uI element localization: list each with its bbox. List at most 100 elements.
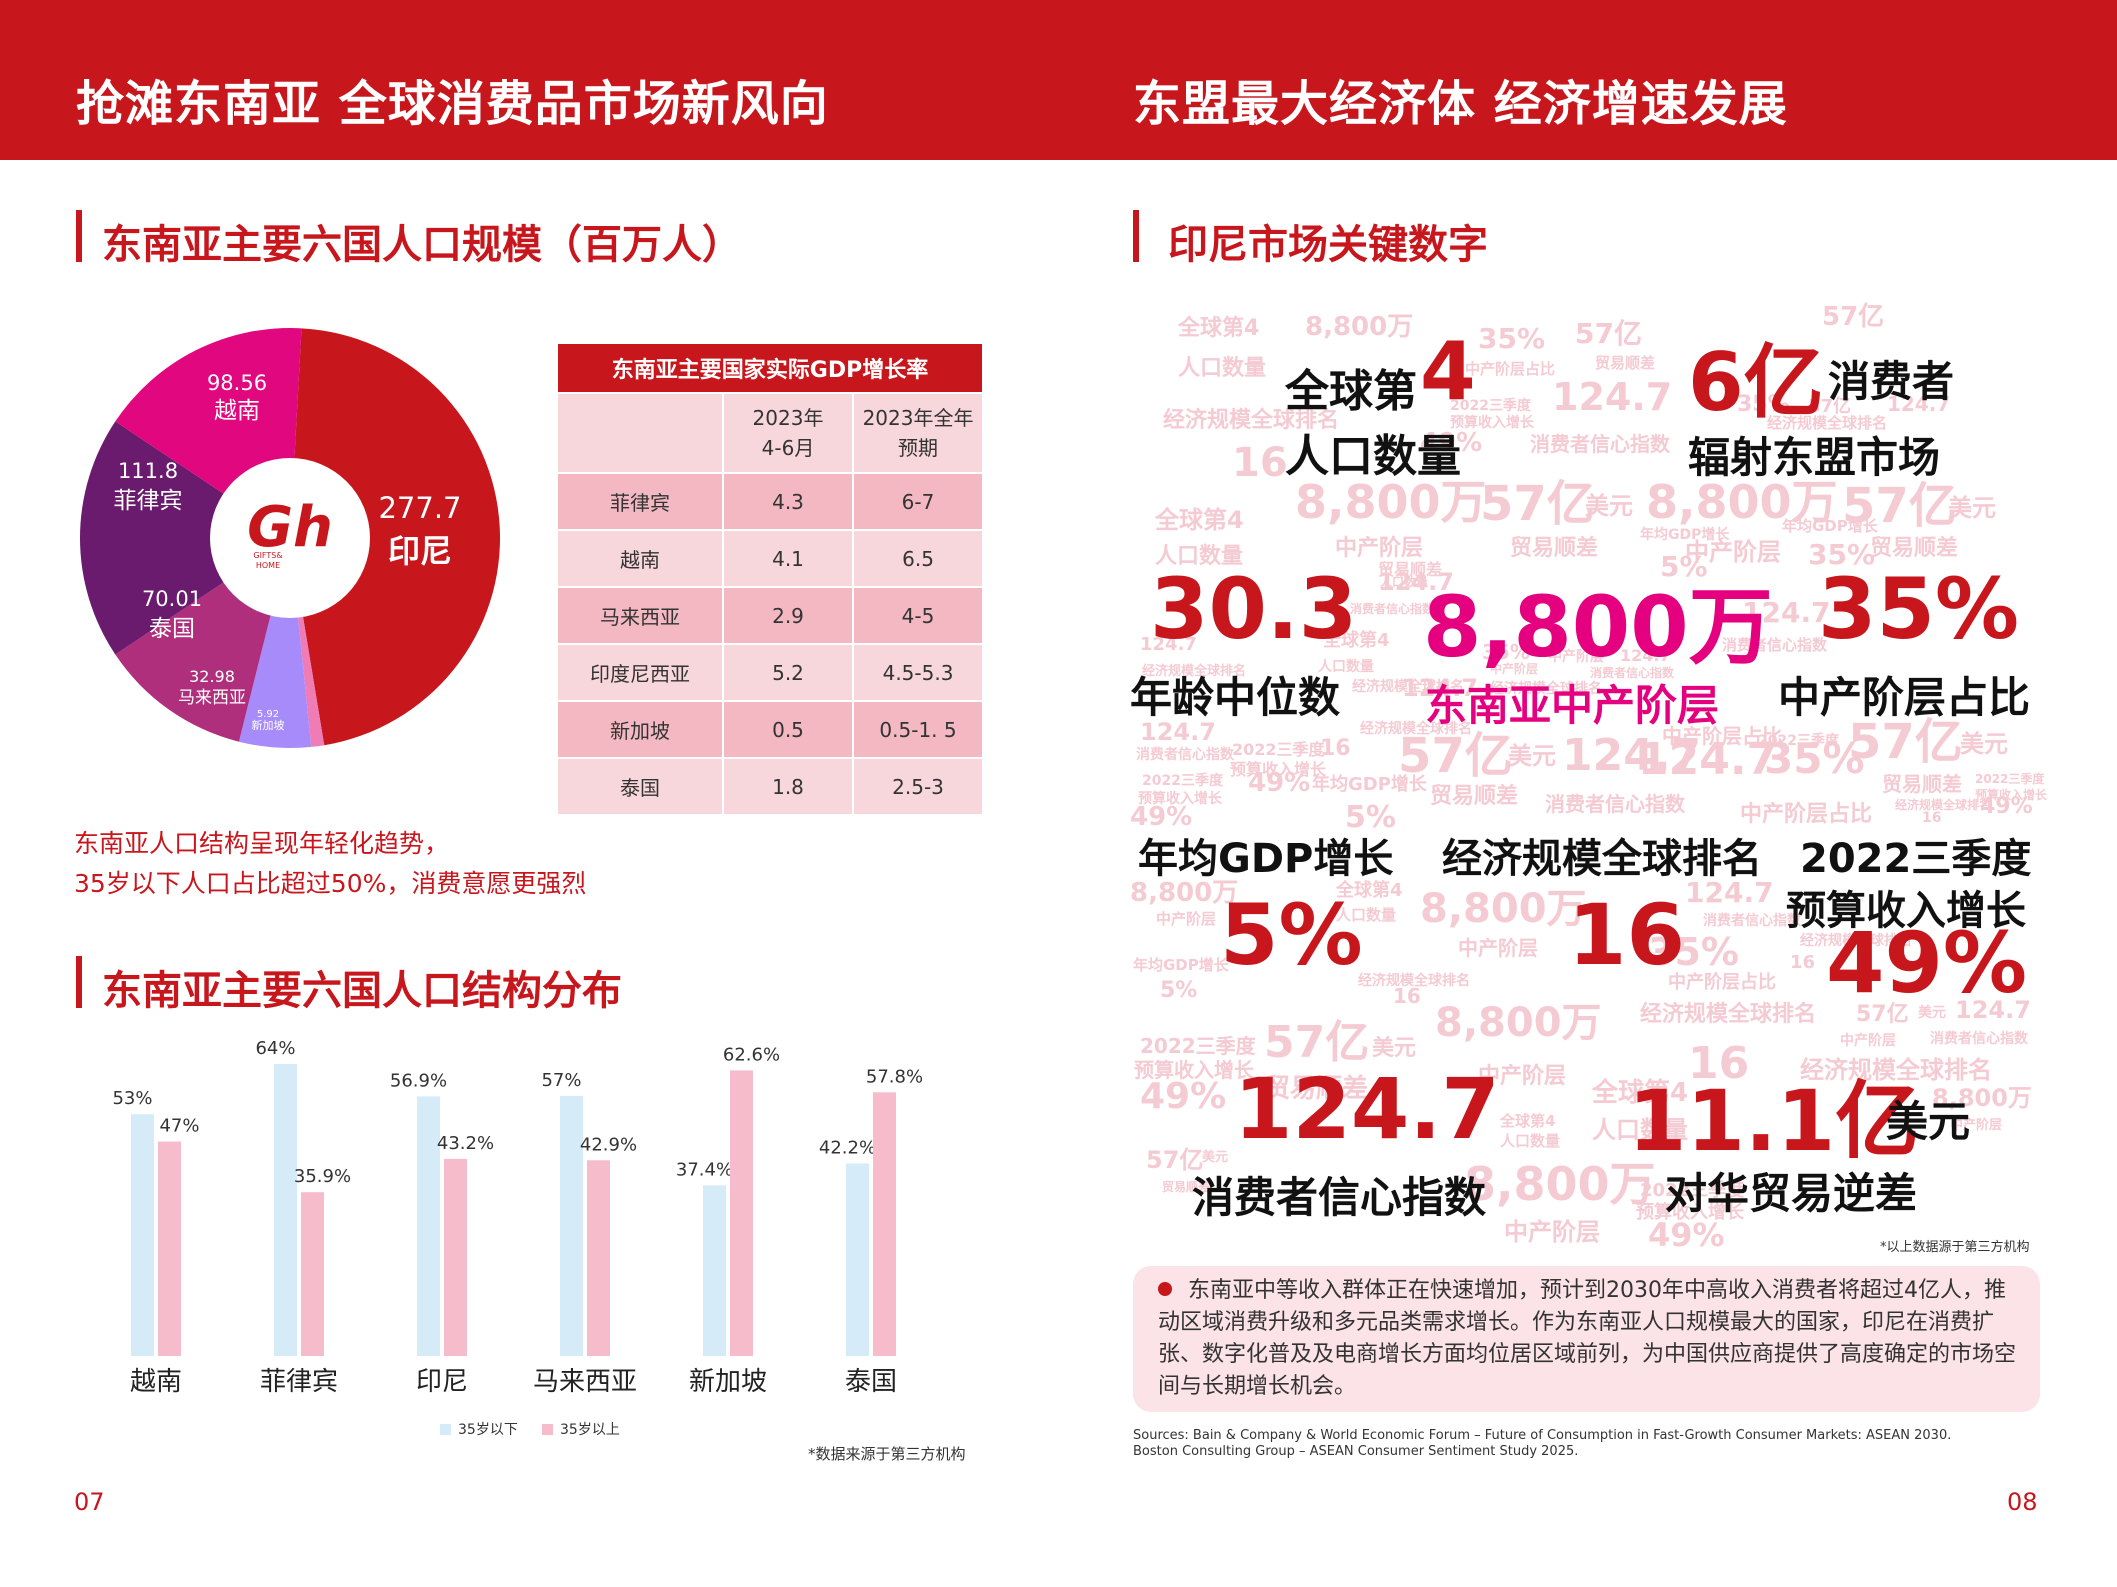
stat-population-label: 人口数量 — [1285, 431, 1461, 482]
page-number-left: 07 — [74, 1488, 105, 1516]
summary-panel — [1133, 1266, 2040, 1412]
top-banner — [0, 0, 2117, 160]
section-marker — [1133, 210, 1139, 262]
stat-median-age-label: 年龄中位数 — [1130, 673, 1341, 722]
summary-paragraph: 东南亚中等收入群体正在快速增加，预计到2030年中高收入消费者将超过4亿人，推动… — [1158, 1278, 2017, 1399]
bar-value-label: 57.8% — [866, 1066, 923, 1087]
key-numbers-title: 印尼市场关键数字 — [1168, 222, 1488, 268]
left-banner-title: 抢滩东南亚 全球消费品市场新风向 — [76, 76, 829, 132]
stat-deficit-unit: 美元 — [1886, 1097, 1971, 1146]
gdp-growth-table: 东南亚主要国家实际GDP增长率 2023年 4-6月 2023年全年 预期 菲律宾 4… — [555, 342, 985, 816]
stat-budget-label-2: 预算收入增长 — [1786, 888, 2026, 934]
legend-label-under-35: 35岁以下 — [458, 1422, 518, 1438]
page-number-right: 08 — [2007, 1488, 2038, 1516]
bar — [301, 1192, 324, 1356]
stat-middle-class-value: 8,800万 — [1423, 578, 1773, 676]
section-marker — [76, 210, 82, 262]
pie-label-vietnam: 越南 — [214, 398, 260, 424]
pie-center-hole — [210, 458, 370, 618]
svg-text:Gh: Gh — [247, 495, 333, 560]
stat-consumers-value: 6亿 — [1688, 336, 1824, 429]
bar-category-label: 新加坡 — [689, 1367, 767, 1397]
pie-label-singapore: 新加坡 — [252, 718, 285, 732]
stat-rank-value: 4 — [1420, 325, 1476, 418]
bar — [417, 1096, 440, 1356]
stat-rank-label: 全球第 — [1285, 366, 1417, 417]
bar-legend: 35岁以下 35岁以上 — [440, 1422, 620, 1438]
bar-value-label: 37.4% — [676, 1159, 733, 1180]
stat-asean-label: 辐射东盟市场 — [1688, 433, 1941, 482]
stat-econ-rank-label: 经济规模全球排名 — [1442, 836, 1762, 882]
bar — [131, 1114, 154, 1356]
pie-value-indonesia: 277.7 — [378, 491, 461, 525]
gdp-table-header-q2: 2023年 4-6月 — [722, 392, 854, 474]
right-banner-title: 东盟最大经济体 经济增速发展 — [1133, 76, 1788, 132]
stat-deficit-value: 11.1亿 — [1628, 1072, 1920, 1170]
stat-econ-rank-value: 16 — [1568, 886, 1685, 984]
svg-text:GIFTS&: GIFTS& — [253, 551, 282, 560]
stat-gdp-growth-value: 5% — [1220, 886, 1363, 984]
pie-slice — [79, 421, 290, 655]
bar-value-label: 57% — [541, 1070, 581, 1091]
table-row: 菲律宾 4.3 6-7 — [556, 472, 985, 531]
bar-category-label: 马来西亚 — [533, 1367, 637, 1397]
bullet-dot — [1158, 1282, 1172, 1296]
pie-label-indonesia: 印尼 — [388, 532, 452, 570]
table-row: 马来西亚 2.9 4-5 — [556, 586, 985, 645]
pie-label-philippines: 菲律宾 — [114, 488, 183, 514]
pie-label-thailand: 泰国 — [149, 616, 195, 642]
stat-deficit-label: 对华贸易逆差 — [1665, 1169, 1918, 1218]
bar — [560, 1095, 583, 1356]
pie-value-singapore: 5.92 — [257, 709, 279, 720]
stat-middle-class-label: 东南亚中产阶层 — [1425, 681, 1720, 730]
sources-line-1: Sources: Bain & Company & World Economic… — [1133, 1428, 1952, 1443]
legend-swatch-over-35 — [542, 1424, 553, 1435]
table-row: 印度尼西亚 5.2 4.5-5.3 — [556, 643, 985, 702]
third-party-source-note: *以上数据源于第三方机构 — [1880, 1240, 2030, 1255]
gdp-table-header-blank — [556, 392, 724, 474]
bar — [703, 1185, 726, 1356]
bar — [158, 1141, 181, 1356]
sources-line-2: Boston Consulting Group – ASEAN Consumer… — [1133, 1444, 1579, 1459]
stat-median-age-value: 30.3 — [1150, 560, 1358, 658]
stat-budget-label-1: 2022三季度 — [1800, 836, 2032, 882]
pie-value-philippines: 111.8 — [118, 459, 178, 483]
bar-value-label: 56.9% — [390, 1070, 447, 1091]
bar-category-label: 印尼 — [416, 1367, 468, 1397]
pie-label-malaysia: 马来西亚 — [178, 688, 246, 708]
table-row: 泰国 1.8 2.5-3 — [556, 757, 985, 816]
section-marker — [76, 956, 82, 1008]
population-section-title: 东南亚主要六国人口规模（百万人） — [102, 222, 742, 268]
bar — [730, 1070, 753, 1356]
bar — [587, 1160, 610, 1356]
population-note-line-2: 35岁以下人口占比超过50%，消费意愿更强烈 — [74, 869, 587, 898]
legend-label-over-35: 35岁以上 — [560, 1422, 620, 1438]
stat-consumers-label: 消费者 — [1828, 357, 1955, 406]
gdp-table-header-full-year: 2023年全年 预期 — [851, 392, 985, 474]
stat-confidence-value: 124.7 — [1234, 1060, 1500, 1158]
structure-section-title: 东南亚主要六国人口结构分布 — [102, 968, 622, 1014]
pie-value-vietnam: 98.56 — [207, 371, 267, 395]
bar — [274, 1064, 297, 1356]
pie-value-thailand: 70.01 — [142, 587, 202, 611]
bar-value-label: 35.9% — [294, 1166, 351, 1187]
stat-middle-share-value: 35% — [1818, 560, 2020, 658]
bar — [444, 1158, 467, 1356]
bar-category-label: 菲律宾 — [260, 1367, 338, 1397]
bar-category-label: 越南 — [130, 1367, 182, 1397]
bar-category-label: 泰国 — [845, 1367, 897, 1397]
gdp-table-title: 东南亚主要国家实际GDP增长率 — [555, 342, 985, 394]
population-note-line-1: 东南亚人口结构呈现年轻化趋势， — [74, 829, 450, 858]
bar-value-label: 43.2% — [437, 1133, 494, 1154]
bar-value-label: 42.2% — [819, 1137, 876, 1158]
legend-swatch-under-35 — [440, 1424, 451, 1435]
data-source-note: *数据来源于第三方机构 — [808, 1445, 966, 1463]
stat-budget-value: 49% — [1826, 914, 2028, 1012]
svg-text:HOME: HOME — [256, 561, 280, 570]
bar — [873, 1092, 896, 1356]
population-pie-chart: Gh GIFTS& HOME 277.7 印尼 98.56 越南 111.8 菲… — [79, 328, 500, 748]
age-structure-bar-chart: 53% 47% 越南 64% 35.9% 菲律宾 56.9% 43.2% 印尼 57% 42.9% 马… — [112, 1038, 923, 1438]
bar-value-label: 53% — [112, 1088, 152, 1109]
bar-value-label: 64% — [255, 1038, 295, 1059]
table-row: 新加坡 0.5 0.5-1. 5 — [556, 700, 985, 759]
